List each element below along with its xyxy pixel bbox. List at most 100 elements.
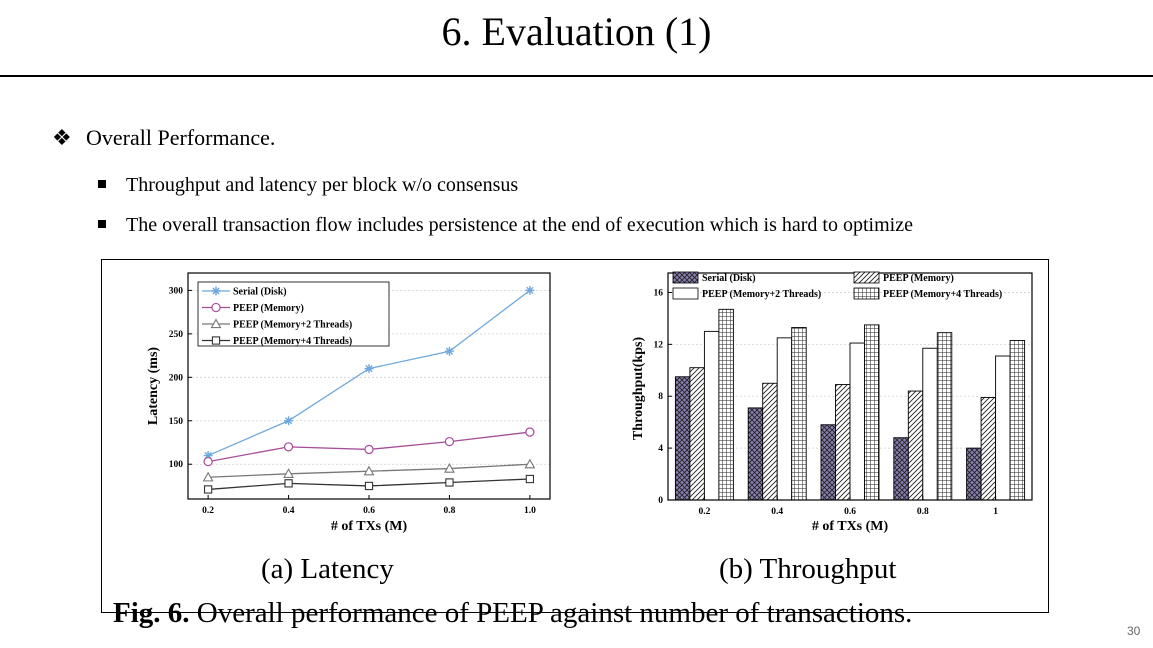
latency-legend-marker (211, 286, 221, 296)
throughput-bar (689, 367, 705, 501)
diamond-bullet-icon: ❖ (52, 125, 72, 150)
throughput-bar (864, 324, 880, 501)
latency-data-point (525, 427, 535, 437)
latency-data-point (525, 474, 535, 484)
throughput-legend-label: PEEP (Memory+4 Threads) (883, 289, 1002, 300)
subcaption-throughput: (b) Throughput (719, 553, 897, 585)
latency-legend-box (197, 281, 390, 347)
throughput-bar (907, 390, 924, 501)
latency-data-point (203, 485, 213, 494)
latency-legend-label: Serial (Disk) (233, 287, 287, 298)
throughput-y-tick-label: 12 (654, 340, 664, 350)
latency-y-tick-label: 100 (169, 460, 184, 470)
bullet-text: Throughput and latency per block w/o con… (126, 174, 519, 196)
latency-data-point (444, 462, 455, 473)
throughput-bar (820, 424, 836, 501)
bullet-text: The overall transaction flow includes pe… (126, 214, 913, 236)
throughput-bar (849, 342, 865, 501)
subcaption-latency: (a) Latency (261, 553, 394, 585)
throughput-legend-label: PEEP (Memory) (883, 273, 954, 284)
throughput-bar (835, 384, 851, 501)
figure-box: 100 150 200 250 300 0.2 0.4 0.6 0.8 1.0 # of TXs (… (101, 259, 1049, 629)
latency-y-tick-label: 150 (169, 417, 184, 427)
throughput-y-tick-label: 16 (654, 288, 664, 298)
throughput-bar (791, 327, 807, 501)
throughput-legend-label: PEEP (Memory+2 Threads) (702, 289, 821, 300)
throughput-x-tick-label: 1 (993, 507, 998, 517)
latency-data-point (364, 364, 374, 374)
throughput-x-axis-label: # of TXs (M) (812, 519, 889, 534)
latency-y-axis-label: Latency (ms) (146, 347, 161, 425)
latency-legend-marker (211, 336, 221, 345)
throughput-bar (747, 407, 764, 501)
latency-y-tick-label: 300 (169, 286, 184, 296)
square-bullet-icon (98, 180, 106, 189)
throughput-bar (703, 330, 720, 501)
throughput-legend-swatch (853, 271, 880, 284)
latency-y-tick-label: 200 (169, 373, 184, 383)
latency-data-point (525, 285, 535, 295)
latency-data-point (524, 458, 536, 469)
throughput-y-axis-label: Throughput(kps) (631, 337, 646, 441)
title-rule (0, 75, 1153, 77)
throughput-legend-swatch (853, 287, 880, 300)
throughput-bar (980, 397, 997, 501)
latency-x-tick-label: 0.2 (202, 506, 214, 516)
throughput-x-tick-label: 0.6 (844, 507, 856, 517)
throughput-bar (1009, 340, 1026, 501)
figure-caption-label: Fig. 6. (113, 597, 190, 629)
latency-x-tick-label: 0.8 (444, 506, 456, 516)
latency-data-point (363, 465, 375, 476)
latency-data-point (445, 478, 454, 487)
throughput-bar (936, 332, 953, 501)
latency-data-point (202, 471, 214, 482)
latency-data-point (444, 436, 455, 447)
throughput-bar (776, 337, 793, 501)
latency-y-tick-label: 250 (169, 330, 184, 340)
latency-data-point (283, 442, 294, 452)
throughput-y-tick-label: 4 (658, 444, 663, 454)
throughput-y-tick-label: 0 (658, 496, 663, 506)
section-heading: ❖ Overall Performance. (52, 124, 275, 152)
throughput-bar (995, 355, 1011, 501)
throughput-bar (762, 382, 778, 501)
throughput-bar (893, 437, 909, 501)
latency-data-point (444, 346, 454, 356)
bullet-item: The overall transaction flow includes pe… (98, 212, 913, 238)
figure-caption-text: Overall performance of PEEP against numb… (189, 597, 913, 629)
throughput-plot-frame (667, 272, 1033, 501)
latency-data-point (203, 456, 213, 467)
latency-x-tick-label: 0.4 (283, 506, 295, 516)
throughput-y-tick-label: 8 (658, 392, 663, 402)
bullet-item: Throughput and latency per block w/o con… (98, 172, 518, 198)
throughput-bar (674, 376, 691, 501)
latency-legend-label: PEEP (Memory+2 Threads) (233, 320, 352, 331)
latency-x-tick-label: 1.0 (524, 506, 536, 516)
throughput-bar (718, 308, 734, 501)
throughput-x-tick-label: 0.8 (917, 507, 929, 517)
throughput-x-tick-label: 0.2 (698, 507, 710, 517)
latency-legend-label: PEEP (Memory) (233, 303, 304, 314)
throughput-legend-swatch (672, 271, 699, 284)
latency-legend-label: PEEP (Memory+4 Threads) (233, 336, 352, 347)
latency-data-point (203, 451, 213, 461)
figure-caption: Fig. 6. Overall performance of PEEP agai… (113, 596, 912, 630)
latency-data-point (284, 416, 294, 426)
square-bullet-icon (98, 220, 106, 229)
throughput-legend-swatch (672, 287, 699, 300)
slide-title: 6. Evaluation (1) (441, 9, 712, 54)
latency-data-point (364, 444, 374, 455)
latency-x-axis-label: # of TXs (M) (331, 519, 408, 534)
latency-data-point (364, 481, 374, 491)
latency-legend-marker (210, 318, 222, 329)
throughput-bar (922, 347, 938, 501)
figure-svg: 100 150 200 250 300 0.2 0.4 0.6 0.8 1.0 # of TXs (… (146, 271, 1033, 534)
throughput-bar (966, 447, 982, 501)
page-number: 30 (1127, 624, 1141, 638)
heading-text: Overall Performance. (86, 125, 276, 150)
latency-data-point (283, 468, 294, 478)
latency-data-point (284, 479, 293, 488)
throughput-legend-label: Serial (Disk) (702, 273, 756, 284)
throughput-x-tick-label: 0.4 (771, 507, 783, 517)
latency-legend-marker (211, 302, 221, 313)
